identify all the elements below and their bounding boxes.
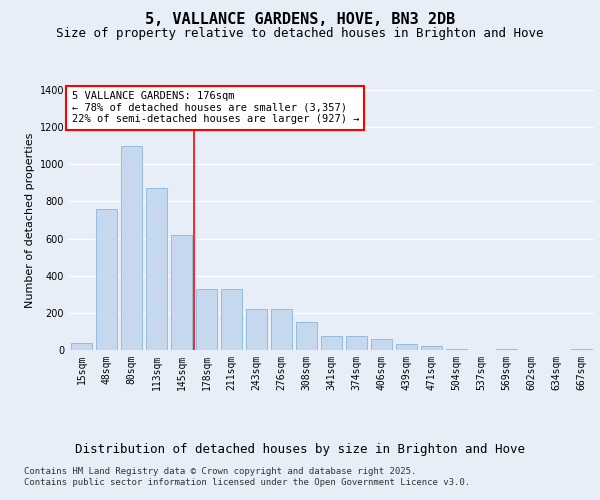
Text: 5 VALLANCE GARDENS: 176sqm
← 78% of detached houses are smaller (3,357)
22% of s: 5 VALLANCE GARDENS: 176sqm ← 78% of deta… [71,92,359,124]
Bar [146,188,167,350]
Text: 5, VALLANCE GARDENS, HOVE, BN3 2DB: 5, VALLANCE GARDENS, HOVE, BN3 2DB [145,12,455,28]
Bar [496,349,517,350]
Bar [371,339,392,350]
Bar [121,146,142,350]
Bar [321,336,342,350]
Bar [346,336,367,350]
Bar [246,309,267,350]
Bar [571,349,592,350]
Bar [71,342,92,350]
Bar [446,349,467,350]
Text: Contains HM Land Registry data © Crown copyright and database right 2025.
Contai: Contains HM Land Registry data © Crown c… [24,468,470,487]
Bar [271,309,292,350]
Bar [96,209,117,350]
Bar [196,288,217,350]
Text: Size of property relative to detached houses in Brighton and Hove: Size of property relative to detached ho… [56,28,544,40]
Bar [221,288,242,350]
Bar [171,235,192,350]
Bar [421,346,442,350]
Bar [396,344,417,350]
Y-axis label: Number of detached properties: Number of detached properties [25,132,35,308]
Text: Distribution of detached houses by size in Brighton and Hove: Distribution of detached houses by size … [75,442,525,456]
Bar [296,322,317,350]
